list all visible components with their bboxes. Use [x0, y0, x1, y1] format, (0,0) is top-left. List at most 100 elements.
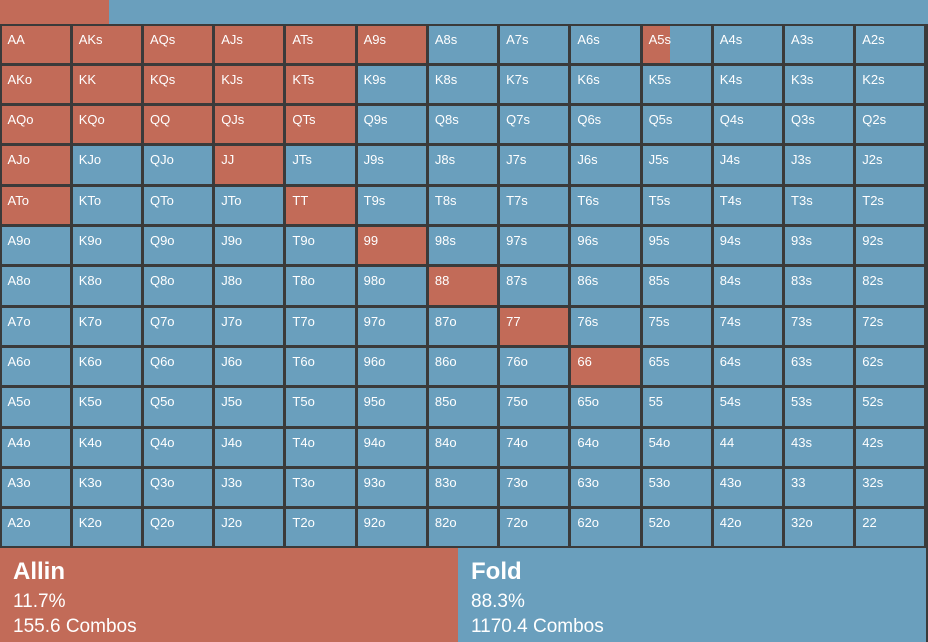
hand-cell[interactable]: QTo: [143, 186, 213, 225]
hand-cell[interactable]: J5s: [642, 146, 711, 184]
hand-cell[interactable]: 96o: [357, 347, 426, 386]
hand-cell[interactable]: 22: [856, 509, 925, 547]
hand-cell[interactable]: 64s: [713, 347, 783, 386]
hand-cell[interactable]: Q5o: [143, 388, 213, 426]
hand-cell[interactable]: 95s: [642, 227, 711, 265]
hand-cell[interactable]: K5s: [642, 65, 711, 104]
hand-cell[interactable]: 82s: [856, 267, 925, 305]
hand-cell[interactable]: 72o: [500, 509, 569, 547]
hand-cell[interactable]: 63o: [571, 468, 640, 507]
hand-cell[interactable]: J6o: [215, 347, 284, 386]
hand-cell[interactable]: A9s: [357, 25, 426, 63]
hand-cell[interactable]: 32o: [785, 509, 854, 547]
hand-cell[interactable]: 73o: [500, 468, 569, 507]
hand-cell[interactable]: Q8s: [428, 106, 498, 144]
hand-cell[interactable]: 96s: [571, 227, 640, 265]
hand-cell[interactable]: K8s: [428, 65, 498, 104]
hand-cell[interactable]: Q7s: [500, 106, 569, 144]
hand-cell[interactable]: K9s: [357, 65, 426, 104]
hand-cell[interactable]: KQs: [143, 65, 213, 104]
hand-cell[interactable]: K8o: [72, 267, 141, 305]
hand-cell[interactable]: A8s: [428, 25, 498, 63]
hand-cell[interactable]: 85s: [642, 267, 711, 305]
hand-cell[interactable]: 86s: [571, 267, 640, 305]
hand-cell[interactable]: 73s: [785, 307, 854, 345]
hand-cell[interactable]: QJo: [143, 146, 213, 184]
hand-cell[interactable]: K2o: [72, 509, 141, 547]
hand-cell[interactable]: 88: [428, 267, 498, 305]
hand-cell[interactable]: Q8o: [143, 267, 213, 305]
hand-cell[interactable]: 97s: [500, 227, 569, 265]
hand-cell[interactable]: A6s: [571, 25, 640, 63]
hand-cell[interactable]: A9o: [1, 227, 70, 265]
hand-cell[interactable]: JJ: [215, 146, 284, 184]
hand-cell[interactable]: KTs: [286, 65, 355, 104]
hand-cell[interactable]: T6s: [571, 186, 640, 225]
hand-cell[interactable]: TT: [286, 186, 355, 225]
hand-cell[interactable]: J8s: [428, 146, 498, 184]
hand-cell[interactable]: A3s: [785, 25, 854, 63]
hand-cell[interactable]: J3o: [215, 468, 284, 507]
hand-cell[interactable]: T8o: [286, 267, 355, 305]
hand-cell[interactable]: 93s: [785, 227, 854, 265]
hand-cell[interactable]: 63s: [785, 347, 854, 386]
hand-cell[interactable]: 92s: [856, 227, 925, 265]
hand-cell[interactable]: Q6o: [143, 347, 213, 386]
hand-cell[interactable]: T5o: [286, 388, 355, 426]
hand-cell[interactable]: T5s: [642, 186, 711, 225]
hand-cell[interactable]: Q4o: [143, 428, 213, 466]
hand-cell[interactable]: A2o: [1, 509, 70, 547]
hand-cell[interactable]: AQo: [1, 106, 70, 144]
hand-cell[interactable]: 98s: [428, 227, 498, 265]
hand-cell[interactable]: A3o: [1, 468, 70, 507]
hand-cell[interactable]: T7o: [286, 307, 355, 345]
hand-cell[interactable]: K3s: [785, 65, 854, 104]
hand-cell[interactable]: J2s: [856, 146, 925, 184]
hand-cell[interactable]: A4o: [1, 428, 70, 466]
hand-cell[interactable]: KTo: [72, 186, 141, 225]
hand-cell[interactable]: J9o: [215, 227, 284, 265]
hand-cell[interactable]: 72s: [856, 307, 925, 345]
hand-cell[interactable]: 84o: [428, 428, 498, 466]
hand-cell[interactable]: JTo: [215, 186, 284, 225]
hand-cell[interactable]: KJo: [72, 146, 141, 184]
hand-cell[interactable]: J4s: [713, 146, 783, 184]
hand-cell[interactable]: Q5s: [642, 106, 711, 144]
hand-cell[interactable]: 87s: [500, 267, 569, 305]
hand-cell[interactable]: J7o: [215, 307, 284, 345]
hand-cell[interactable]: K6o: [72, 347, 141, 386]
hand-cell[interactable]: JTs: [286, 146, 355, 184]
hand-cell[interactable]: 94s: [713, 227, 783, 265]
hand-cell[interactable]: K3o: [72, 468, 141, 507]
hand-cell[interactable]: T3o: [286, 468, 355, 507]
hand-cell[interactable]: Q3o: [143, 468, 213, 507]
hand-cell[interactable]: J2o: [215, 509, 284, 547]
hand-cell[interactable]: A5o: [1, 388, 70, 426]
hand-cell[interactable]: K4s: [713, 65, 783, 104]
hand-cell[interactable]: 85o: [428, 388, 498, 426]
hand-cell[interactable]: A7o: [1, 307, 70, 345]
hand-cell[interactable]: 54s: [713, 388, 783, 426]
hand-cell[interactable]: 62s: [856, 347, 925, 386]
hand-cell[interactable]: J3s: [785, 146, 854, 184]
hand-cell[interactable]: 87o: [428, 307, 498, 345]
hand-cell[interactable]: 76o: [500, 347, 569, 386]
hand-cell[interactable]: 75o: [500, 388, 569, 426]
hand-cell[interactable]: 93o: [357, 468, 426, 507]
hand-cell[interactable]: AJo: [1, 146, 70, 184]
hand-cell[interactable]: 76s: [571, 307, 640, 345]
hand-cell[interactable]: Q7o: [143, 307, 213, 345]
hand-cell[interactable]: 83o: [428, 468, 498, 507]
hand-cell[interactable]: 42s: [856, 428, 925, 466]
hand-cell[interactable]: 43s: [785, 428, 854, 466]
hand-cell[interactable]: A2s: [856, 25, 925, 63]
hand-cell[interactable]: T2s: [856, 186, 925, 225]
hand-cell[interactable]: 92o: [357, 509, 426, 547]
hand-cell[interactable]: AA: [1, 25, 70, 63]
hand-cell[interactable]: T4s: [713, 186, 783, 225]
hand-cell[interactable]: 54o: [642, 428, 711, 466]
hand-cell[interactable]: 43o: [713, 468, 783, 507]
hand-cell[interactable]: 83s: [785, 267, 854, 305]
hand-cell[interactable]: KQo: [72, 106, 141, 144]
hand-cell[interactable]: QJs: [215, 106, 284, 144]
